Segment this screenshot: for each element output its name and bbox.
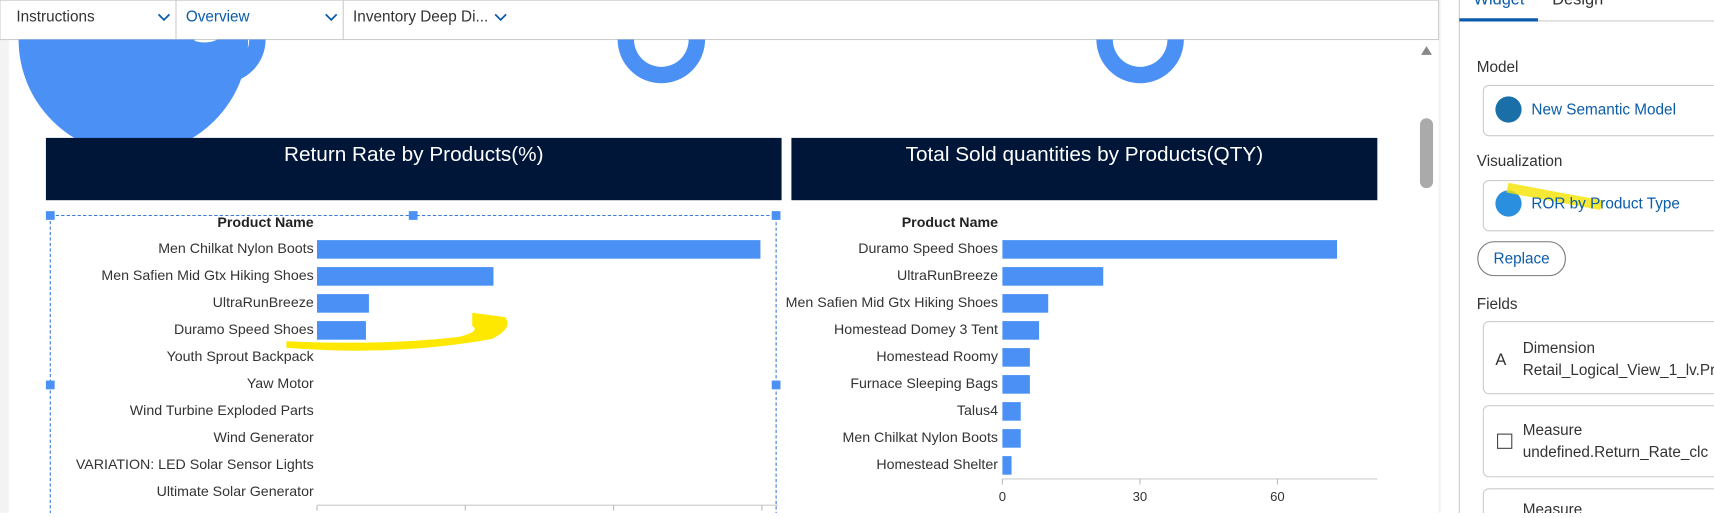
bar[interactable] bbox=[317, 294, 369, 313]
field-kind: Dimension bbox=[1523, 340, 1595, 357]
category-label: Furnace Sleeping Bags bbox=[850, 376, 998, 392]
x-tick-label: 60 bbox=[1270, 489, 1285, 504]
section-label: Fields bbox=[1477, 296, 1518, 313]
bar[interactable] bbox=[317, 240, 761, 259]
chevron[interactable] bbox=[157, 13, 171, 22]
x-tick-label: 30 bbox=[1133, 489, 1148, 504]
field-kind: Measure bbox=[1523, 502, 1583, 513]
category-label: Homestead Domey 3 Tent bbox=[834, 322, 998, 338]
category-label: Men Chilkat Nylon Boots bbox=[158, 241, 314, 257]
model-icon bbox=[1495, 96, 1522, 123]
category-label: Duramo Speed Shoes bbox=[858, 241, 998, 257]
tab-bar bbox=[0, 0, 1440, 41]
donut bbox=[1096, 39, 1184, 84]
bar[interactable] bbox=[1002, 429, 1021, 448]
x-tick-label: 0 bbox=[999, 489, 1006, 504]
category-label: Yaw Motor bbox=[247, 376, 314, 392]
viz-link[interactable]: ROR by Product Type bbox=[1531, 196, 1680, 213]
category-label: Men Safien Mid Gtx Hiking Shoes bbox=[101, 268, 313, 284]
handle[interactable] bbox=[771, 211, 781, 220]
handle[interactable] bbox=[45, 211, 55, 220]
category-label: Wind Turbine Exploded Parts bbox=[130, 403, 314, 419]
handle[interactable] bbox=[45, 380, 55, 390]
chart-header bbox=[791, 137, 1378, 201]
category-label: Men Safien Mid Gtx Hiking Shoes bbox=[786, 295, 998, 311]
field-name: undefined.Return_Rate_clc bbox=[1523, 444, 1709, 461]
dim-icon: A bbox=[1495, 351, 1506, 369]
scroll-thumb[interactable] bbox=[1419, 118, 1434, 189]
donut bbox=[178, 39, 266, 84]
category-label: Duramo Speed Shoes bbox=[174, 322, 314, 338]
handle[interactable] bbox=[408, 211, 418, 220]
category-label: Men Chilkat Nylon Boots bbox=[842, 430, 998, 446]
chart-title: Total Sold quantities by Products(QTY) bbox=[906, 143, 1264, 166]
bar[interactable] bbox=[1002, 456, 1012, 475]
category-label: Wind Generator bbox=[213, 430, 314, 446]
sidebar-tab[interactable]: Design bbox=[1552, 0, 1603, 8]
bar[interactable] bbox=[317, 267, 494, 286]
replace-label[interactable]: Replace bbox=[1494, 250, 1550, 267]
bar[interactable] bbox=[1002, 348, 1030, 367]
category-label: Youth Sprout Backpack bbox=[167, 349, 315, 365]
bar[interactable] bbox=[1002, 402, 1021, 421]
viz-icon bbox=[1495, 190, 1522, 217]
chevron[interactable] bbox=[325, 13, 338, 22]
section-label: Model bbox=[1477, 59, 1519, 76]
bar[interactable] bbox=[317, 321, 366, 340]
chevron[interactable] bbox=[494, 13, 507, 22]
sidebar-tab[interactable]: Widget bbox=[1474, 0, 1525, 8]
axis-label: Product Name bbox=[902, 215, 998, 231]
handle[interactable] bbox=[771, 380, 781, 390]
chart-header bbox=[45, 137, 782, 201]
category-label: VARIATION: LED Solar Sensor Lights bbox=[76, 457, 314, 473]
replace-button[interactable] bbox=[1477, 241, 1566, 277]
bar[interactable] bbox=[1002, 240, 1338, 259]
chart-title: Return Rate by Products(%) bbox=[284, 143, 543, 166]
category-label: UltraRunBreeze bbox=[213, 295, 314, 311]
tab[interactable]: Inventory Deep Di... bbox=[353, 9, 488, 26]
tab[interactable]: Overview bbox=[186, 9, 251, 26]
model-link[interactable]: New Semantic Model bbox=[1531, 102, 1676, 119]
bar[interactable] bbox=[1002, 267, 1104, 286]
category-label: Homestead Shelter bbox=[876, 457, 998, 473]
field-name: Retail_Logical_View_1_lv.Produ bbox=[1523, 362, 1714, 379]
tab[interactable]: Instructions bbox=[16, 9, 95, 26]
category-label: Homestead Roomy bbox=[876, 349, 998, 365]
section-label: Visualization bbox=[1477, 153, 1563, 170]
canvas bbox=[8, 39, 1439, 513]
field-kind: Measure bbox=[1523, 422, 1583, 439]
bar[interactable] bbox=[1002, 294, 1049, 313]
bar[interactable] bbox=[1002, 375, 1030, 394]
axis-label: Product Name bbox=[217, 215, 313, 231]
category-label: Ultimate Solar Generator bbox=[157, 484, 314, 500]
bar[interactable] bbox=[1002, 321, 1040, 340]
donut bbox=[617, 39, 706, 84]
category-label: Talus4 bbox=[957, 403, 998, 419]
category-label: UltraRunBreeze bbox=[897, 268, 998, 284]
scroll-up[interactable] bbox=[1421, 46, 1432, 55]
